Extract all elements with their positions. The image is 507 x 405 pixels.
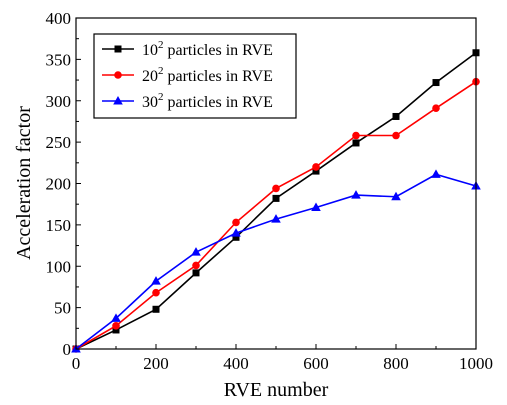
y-tick-label-5: 250 — [46, 133, 72, 152]
series-2-point-8 — [391, 191, 401, 201]
y-tick-label-4: 200 — [46, 175, 72, 194]
y-axis-title: Acceleration factor — [13, 106, 35, 260]
axes: 0 200 400 600 800 1000 0 50 100 150 200 250 300 350 40… — [46, 9, 494, 373]
plot-area — [71, 49, 481, 353]
legend-label-1: 202 particles in RVE — [142, 65, 273, 85]
legend-box — [93, 33, 297, 119]
series-0-point-9 — [432, 79, 440, 87]
x-tick-label-4: 800 — [383, 354, 409, 373]
series-0-point-3 — [192, 269, 200, 277]
series-1-point-8 — [392, 131, 400, 140]
x-tick-label-1: 200 — [143, 354, 169, 373]
series-1-point-6 — [312, 163, 320, 171]
y-tick-label-2: 100 — [46, 257, 72, 276]
series-0-point-1 — [112, 326, 120, 334]
series-0-point-7 — [352, 139, 360, 147]
series-2-point-5 — [271, 214, 281, 223]
x-axis-title: RVE number — [224, 379, 329, 401]
y-tick-label-3: 150 — [46, 216, 72, 235]
legend-marker-0 — [114, 45, 122, 53]
legend-marker-2 — [113, 96, 123, 105]
series-1-point-9 — [432, 104, 440, 112]
y-tick-label-6: 300 — [46, 92, 72, 111]
series-2-point-4 — [231, 228, 241, 237]
x-tick-label-3: 600 — [303, 354, 329, 373]
series-1-point-3 — [192, 261, 200, 270]
series-2-point-9 — [431, 169, 441, 178]
legend-label-2: 302 particles in RVE — [142, 91, 273, 111]
series-1-point-1 — [112, 322, 120, 330]
y-tick-label-1: 50 — [54, 299, 71, 318]
x-tick-label-5: 1000 — [459, 354, 493, 373]
y-tick-label-8: 400 — [46, 9, 72, 28]
series-1-point-5 — [272, 184, 280, 193]
x-tick-label-2: 400 — [223, 354, 249, 373]
series-2-point-1 — [111, 313, 121, 322]
series-0-point-8 — [392, 112, 400, 120]
series-1-point-4 — [232, 218, 240, 227]
series-2-point-3 — [191, 247, 201, 256]
series-0-point-6 — [312, 167, 320, 175]
series-2-point-7 — [351, 190, 361, 199]
series-0-point-4 — [232, 233, 240, 241]
series-2-point-2 — [151, 276, 161, 285]
legend-label-0: 102 particles in RVE — [142, 39, 273, 59]
series-2-point-6 — [311, 202, 321, 211]
series-1-point-7 — [352, 131, 360, 140]
y-tick-label-0: 0 — [63, 340, 72, 359]
x-tick-label-0: 0 — [72, 354, 81, 373]
series-1-point-2 — [152, 288, 160, 297]
legend: 102 particles in RVE 202 particles in RVE… — [93, 33, 297, 119]
y-tick-label-7: 350 — [46, 50, 72, 69]
legend-marker-1 — [114, 71, 122, 79]
series-0-point-2 — [152, 305, 160, 313]
series-0-point-5 — [272, 194, 280, 202]
